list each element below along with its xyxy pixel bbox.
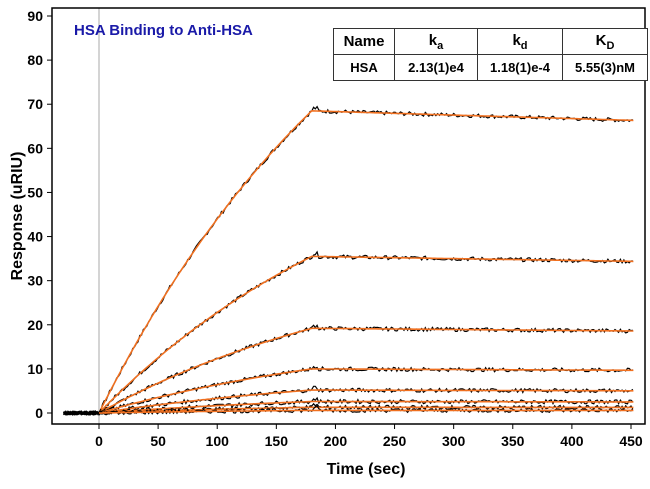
y-tick-label: 50	[27, 184, 43, 200]
fit-line-curve-6	[98, 400, 634, 414]
x-tick-label: 0	[95, 433, 103, 449]
cell-name: HSA	[333, 54, 395, 81]
y-tick-label: 40	[27, 229, 43, 245]
fit-line-curve-5	[98, 389, 634, 414]
header-ka: ka	[394, 28, 478, 55]
fit-line-curve-4	[98, 368, 634, 414]
plot-frame	[51, 7, 646, 425]
header-KD-symbol: K	[595, 31, 607, 49]
fit-line-curve-3	[98, 327, 634, 414]
header-ka-subscript: a	[437, 39, 444, 52]
header-kd-subscript: d	[520, 39, 528, 52]
x-tick-label: 450	[619, 433, 643, 449]
x-tick-label: 200	[324, 433, 348, 449]
header-kd: kd	[477, 28, 563, 55]
header-name: Name	[333, 28, 395, 55]
cell-ka: 2.13(1)e4	[394, 54, 478, 81]
header-KD: KD	[562, 28, 648, 55]
x-tick-label: 350	[501, 433, 525, 449]
x-tick-label: 300	[442, 433, 466, 449]
cell-KD: 5.55(3)nM	[562, 54, 648, 81]
y-axis-label: Response (uRIU)	[9, 152, 26, 281]
kinetics-table: Name ka kd KD HSA 2.13(1)e4 1.18(1)e-4 5…	[333, 28, 648, 81]
header-kd-symbol: k	[512, 31, 521, 49]
y-tick-label: 0	[35, 405, 43, 421]
x-tick-label: 50	[150, 433, 166, 449]
chart-title: HSA Binding to Anti-HSA	[74, 22, 253, 39]
fit-line-curve-8	[99, 409, 634, 414]
y-tick-label: 90	[27, 8, 43, 24]
fit-line-curve-2	[98, 255, 634, 414]
x-tick-label: 250	[383, 433, 407, 449]
x-tick-label: 400	[560, 433, 584, 449]
table-header-row: Name ka kd KD	[333, 28, 648, 55]
fit-line-curve-1	[98, 109, 634, 414]
table-row: HSA 2.13(1)e4 1.18(1)e-4 5.55(3)nM	[333, 54, 648, 81]
y-tick-label: 30	[27, 273, 43, 289]
x-axis-label: Time (sec)	[327, 461, 406, 478]
y-tick-label: 60	[27, 140, 43, 156]
y-tick-label: 80	[27, 52, 43, 68]
cell-kd: 1.18(1)e-4	[477, 54, 563, 81]
x-tick-label: 150	[265, 433, 289, 449]
x-tick-label: 100	[206, 433, 230, 449]
y-tick-label: 10	[27, 361, 43, 377]
y-tick-label: 20	[27, 317, 43, 333]
header-ka-symbol: k	[428, 31, 438, 49]
header-KD-subscript: D	[606, 39, 615, 52]
y-tick-label: 70	[27, 96, 43, 112]
